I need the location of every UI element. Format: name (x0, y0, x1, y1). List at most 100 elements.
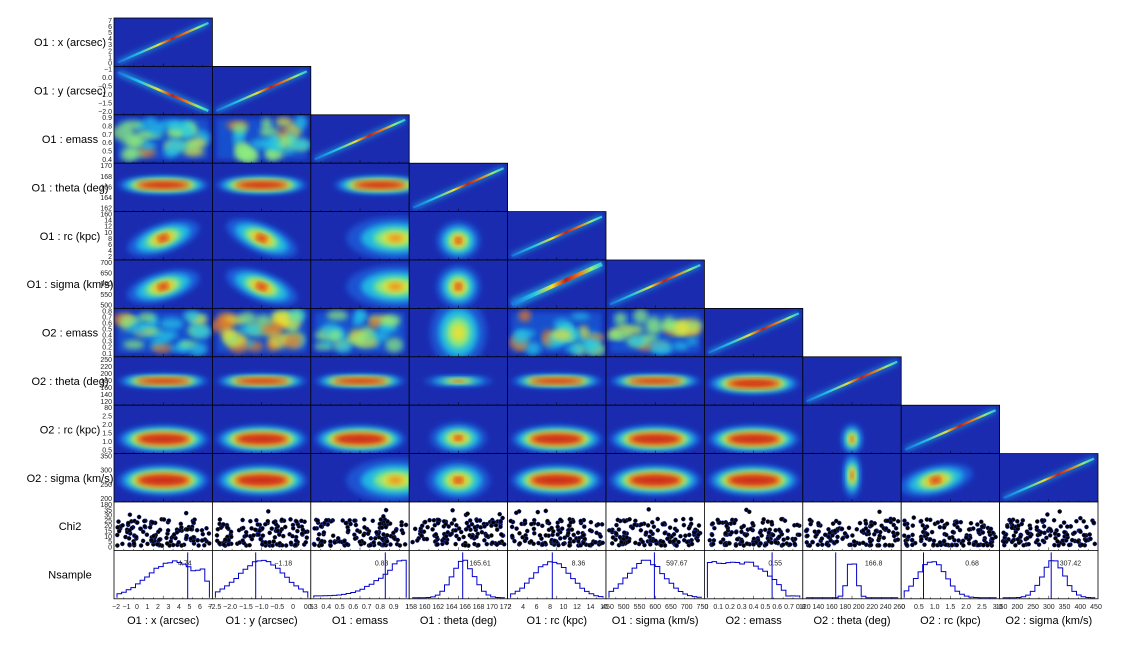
chi2-point (248, 518, 253, 524)
density-speckle (355, 333, 376, 349)
chi2-point (482, 538, 487, 543)
panel-content (314, 425, 406, 454)
panel-content (436, 264, 481, 309)
chi2-point (115, 543, 120, 548)
chi2-point (435, 542, 440, 547)
chi2-point (846, 525, 852, 531)
y-tick-label: 250 (100, 357, 112, 364)
chi2-point (834, 539, 840, 544)
panel-r9-c1 (211, 453, 312, 503)
chi2-point (724, 523, 729, 529)
panel-content (216, 175, 307, 195)
panel-r4-c1 (211, 211, 312, 261)
chi2-point (919, 536, 924, 542)
y-tick-label: 166 (100, 184, 112, 191)
panel-content (346, 216, 410, 260)
y-tick-label: 180 (100, 378, 112, 385)
chi2-point (860, 540, 866, 546)
x-tick-label: 200 (1011, 604, 1023, 611)
chi2-point (928, 517, 933, 523)
panel-content (346, 458, 410, 502)
x-tick-label: 0.5 (304, 604, 314, 611)
chi2-point (910, 542, 915, 548)
chi2-point (489, 533, 494, 538)
density-level (728, 475, 779, 486)
chi2-point (150, 520, 156, 525)
column-label: O1 : y (arcsec) (226, 615, 298, 627)
chi2-point (206, 541, 212, 546)
chi2-point (850, 533, 855, 538)
density-speckle (261, 117, 272, 131)
density-speckle (614, 312, 627, 326)
chi2-point (1051, 518, 1057, 523)
chi2-point (1016, 523, 1021, 528)
panel-r6-c6 (704, 307, 804, 358)
chi2-point (328, 543, 333, 548)
chi2-point (403, 522, 409, 528)
chi2-point (1045, 512, 1050, 517)
chi2-point (419, 523, 425, 529)
density-level (335, 434, 385, 444)
x-tick-label: −1.0 (255, 604, 269, 611)
x-tick-label: 164 (446, 604, 458, 611)
chi2-point (674, 543, 679, 548)
y-tick-label: 6 (108, 24, 112, 31)
density-level (257, 235, 266, 242)
density-speckle (583, 337, 599, 353)
chi2-point (188, 536, 194, 541)
chi2-point (839, 526, 845, 532)
panel-ticks (418, 595, 499, 599)
chi2-point (971, 526, 976, 531)
chi2-point (279, 543, 285, 548)
chi2-point (267, 530, 273, 536)
chi2-point (384, 533, 390, 538)
x-tick-label: 0.7 (362, 604, 372, 611)
chi2-point (640, 539, 646, 545)
chi2-point (454, 523, 459, 528)
y-tick-label: 0.8 (102, 123, 112, 130)
chi2-point (168, 539, 174, 544)
chi2-point (691, 530, 697, 536)
chi2-point (840, 536, 845, 542)
chi2-point (561, 541, 566, 547)
chi2-point (293, 538, 299, 543)
chi2-point (184, 527, 190, 532)
x-tick-label: 0.9 (389, 604, 399, 611)
chi2-point (904, 542, 910, 548)
density-level (138, 475, 189, 486)
x-tick-label: 2 (508, 604, 512, 611)
chi2-point (1072, 530, 1077, 536)
panel-r9-c3 (408, 453, 509, 503)
panel-r10-c2 (310, 501, 410, 551)
chi2-point (741, 543, 747, 548)
y-tick-label: 0.6 (102, 140, 112, 147)
x-tick-label: 0.8 (375, 604, 385, 611)
x-tick-label: 4 (177, 604, 181, 611)
panel-background (802, 550, 902, 599)
chi2-point (976, 542, 981, 548)
chi2-point (517, 531, 522, 536)
chi2-point (925, 531, 930, 537)
x-tick-label: 600 (649, 604, 661, 611)
chi2-point (532, 531, 537, 536)
panel-content (805, 359, 899, 404)
chi2-point (412, 526, 418, 532)
chi2-point (528, 539, 534, 544)
chi2-point (619, 539, 624, 545)
y-tick-label: 600 (100, 281, 112, 288)
chi2-point (878, 529, 883, 535)
panel-content (509, 309, 607, 357)
density-speckle (238, 325, 262, 335)
panel-r7-c2 (310, 356, 410, 406)
median-label: 307.42 (1060, 560, 1082, 567)
x-tick-label: 4 (521, 604, 525, 611)
chi2-point (639, 522, 644, 527)
panel-content (313, 308, 406, 354)
chi2-point (453, 528, 458, 533)
x-tick-label: 350 (1059, 604, 1071, 611)
panel-r0-c0 (113, 17, 213, 67)
chi2-point (443, 533, 449, 539)
density-speckle (643, 333, 659, 343)
panel-r11-c2: 0.83 (310, 550, 410, 600)
y-tick-label: 0.3 (102, 339, 112, 346)
